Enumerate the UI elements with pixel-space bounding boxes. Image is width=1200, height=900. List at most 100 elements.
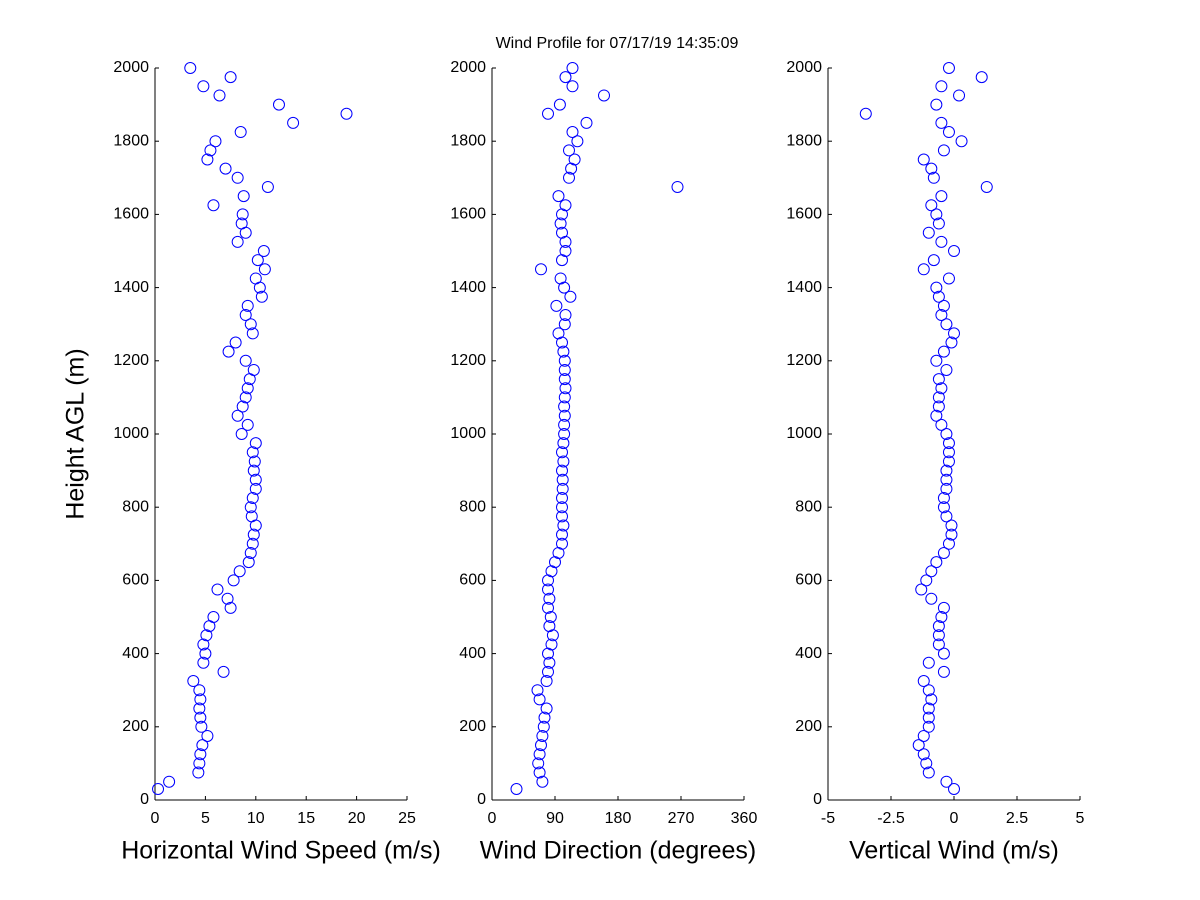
- point: [935, 382, 948, 395]
- y-tick-label: 1200: [786, 352, 822, 369]
- point: [211, 583, 224, 596]
- point: [241, 299, 254, 312]
- point: [197, 656, 210, 669]
- point: [948, 327, 960, 340]
- point: [557, 455, 570, 468]
- point: [940, 473, 953, 486]
- point: [193, 757, 206, 770]
- y-tick-label: 400: [795, 645, 822, 662]
- x-tick-label: 25: [398, 810, 416, 827]
- x-tick-label: 360: [731, 810, 758, 827]
- y-tick-label: 1400: [113, 279, 149, 296]
- point: [209, 135, 222, 148]
- point: [935, 418, 948, 431]
- point: [199, 647, 212, 660]
- point: [558, 318, 571, 331]
- y-tick-label: 1600: [450, 206, 486, 223]
- x-tick-label: 20: [348, 810, 366, 827]
- point: [247, 528, 260, 541]
- point: [222, 345, 235, 358]
- point: [556, 464, 568, 477]
- point: [937, 665, 950, 678]
- point: [948, 245, 960, 257]
- point: [917, 153, 930, 166]
- point: [241, 418, 254, 431]
- point: [204, 144, 217, 157]
- point: [197, 80, 210, 93]
- point: [193, 684, 206, 697]
- point: [536, 729, 549, 742]
- point: [920, 757, 933, 770]
- point: [556, 537, 568, 550]
- y-tick-label: 600: [795, 572, 822, 589]
- point: [559, 245, 572, 257]
- point: [566, 62, 579, 74]
- point: [231, 171, 244, 184]
- point: [917, 263, 930, 276]
- y-tick-label: 200: [459, 718, 486, 735]
- x-tick-label: 0: [950, 810, 959, 827]
- point: [249, 482, 262, 495]
- point: [227, 574, 240, 587]
- y-tick-label: 600: [122, 572, 149, 589]
- point: [932, 400, 945, 413]
- point: [219, 162, 232, 175]
- point: [235, 217, 248, 230]
- point: [239, 354, 252, 367]
- point: [246, 327, 259, 340]
- point: [193, 702, 206, 715]
- point: [542, 665, 554, 678]
- point: [231, 409, 244, 422]
- point: [239, 309, 252, 322]
- x-tick-label: 90: [546, 810, 564, 827]
- point: [194, 711, 207, 724]
- point: [207, 199, 220, 212]
- point: [571, 135, 584, 148]
- point: [945, 528, 958, 541]
- point: [937, 501, 950, 514]
- point: [937, 299, 950, 312]
- point: [556, 482, 569, 495]
- point: [925, 592, 938, 605]
- point: [942, 455, 955, 468]
- point: [937, 492, 950, 505]
- x-tick-label: 5: [1076, 810, 1085, 827]
- point: [533, 748, 546, 761]
- point: [559, 309, 572, 322]
- point: [937, 601, 950, 614]
- point: [272, 98, 285, 111]
- point: [558, 363, 571, 376]
- point: [246, 492, 259, 505]
- x-tick-label: 180: [605, 810, 632, 827]
- x-tick-label: 5: [201, 810, 210, 827]
- y-tick-label: 2000: [113, 59, 149, 76]
- y-tick-label: 800: [795, 498, 822, 515]
- y-tick-label: 200: [795, 718, 822, 735]
- point: [940, 318, 953, 331]
- point: [925, 162, 938, 175]
- point: [942, 537, 955, 550]
- point: [912, 739, 925, 752]
- point: [930, 281, 943, 294]
- point: [542, 601, 554, 614]
- point: [915, 583, 928, 596]
- point: [932, 373, 945, 386]
- point: [542, 583, 554, 596]
- point: [917, 729, 930, 742]
- point: [937, 144, 950, 157]
- point: [935, 190, 948, 203]
- point: [196, 739, 209, 752]
- point: [922, 720, 935, 733]
- point: [935, 116, 948, 129]
- point: [930, 354, 943, 367]
- point: [187, 675, 200, 688]
- y-tick-label: 1400: [786, 279, 822, 296]
- point: [598, 89, 610, 102]
- point: [566, 80, 579, 93]
- point: [542, 107, 554, 120]
- point: [535, 263, 547, 276]
- point: [927, 171, 940, 184]
- point: [224, 601, 237, 614]
- point: [935, 235, 948, 248]
